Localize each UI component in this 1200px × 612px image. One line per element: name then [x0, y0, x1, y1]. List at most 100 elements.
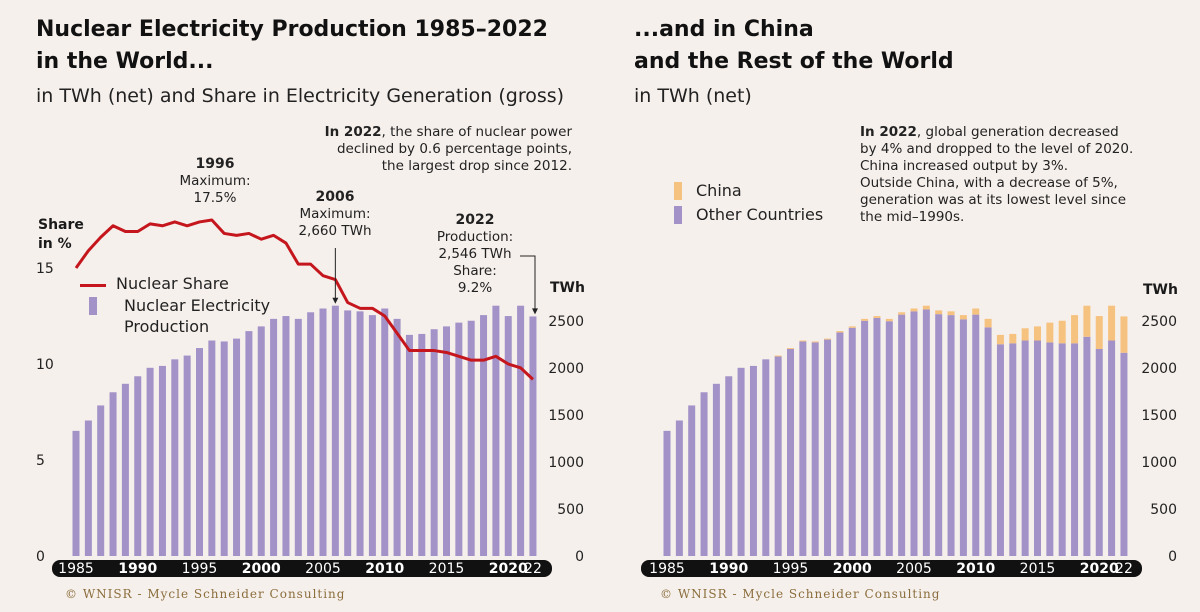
china-bar	[1071, 315, 1079, 344]
other-countries-bar	[984, 327, 992, 556]
right-title-line2: and the Rest of the World	[634, 49, 954, 74]
production-bar	[517, 305, 525, 556]
legend-other-label: Other Countries	[696, 205, 824, 224]
other-countries-bar	[762, 359, 770, 556]
right-subtitle: in TWh (net)	[634, 85, 752, 107]
other-countries-bar	[972, 314, 980, 556]
china-bar	[947, 311, 955, 316]
china-bar	[984, 318, 992, 328]
other-countries-bar	[725, 376, 733, 556]
annotation-1996: 1996 Maximum: 17.5%	[160, 156, 270, 207]
left-x-tick-label: 2000	[242, 561, 281, 577]
china-bar	[959, 315, 967, 320]
legend-share-label: Nuclear Share	[116, 274, 229, 293]
other-countries-bar	[1046, 342, 1054, 556]
china-bar	[910, 308, 918, 312]
china-bar	[824, 338, 832, 340]
right-x-tick-label: 2015	[1020, 561, 1056, 577]
other-countries-bar	[774, 356, 782, 556]
left-note-line2: declined by 0.6 percentage points,	[336, 141, 572, 157]
right-note-line4: Outside China, with a decrease of 5%,	[860, 175, 1118, 191]
production-bar	[307, 312, 315, 556]
right-bars	[663, 305, 1128, 556]
left-title-line1: Nuclear Electricity Production 1985–2022	[36, 17, 548, 42]
right-x-tick-label: 2000	[833, 561, 872, 577]
left-twh-tick-label: 2500	[548, 314, 584, 330]
other-countries-bar	[848, 327, 856, 556]
annotation-2022-year: 2022	[455, 212, 495, 228]
right-twh-tick-label: 1500	[1141, 408, 1177, 424]
production-bar	[233, 338, 241, 556]
legend-china-label: China	[696, 181, 742, 200]
china-bar	[1009, 333, 1017, 344]
other-countries-bar	[861, 320, 869, 556]
production-bar	[109, 392, 117, 556]
left-twh-tick-label: 1500	[548, 408, 584, 424]
other-countries-bar	[1034, 340, 1041, 556]
legend-bar-swatch	[89, 297, 97, 315]
left-x-axis-band	[52, 560, 552, 577]
right-note-line6: the mid–1990s.	[860, 209, 965, 225]
right-note-bold: In 2022	[860, 124, 917, 140]
production-bar	[467, 320, 475, 556]
production-bar	[220, 341, 228, 556]
left-x-tick-label: 22	[524, 561, 542, 577]
production-bar	[146, 367, 154, 556]
left-share-tick-label: 5	[36, 453, 45, 469]
other-countries-bar	[811, 342, 819, 556]
annotation-2022-share-value: 9.2%	[457, 280, 493, 296]
china-bar	[935, 310, 943, 315]
left-twh-axis-label: TWh	[550, 280, 585, 296]
left-x-tick-label: 2010	[365, 561, 404, 577]
left-x-tick-label: 1990	[118, 561, 157, 577]
share-axis-label: Share in %	[38, 216, 84, 254]
china-bar	[1095, 316, 1103, 349]
other-countries-bar	[1083, 336, 1091, 556]
other-countries-bar	[947, 315, 955, 556]
other-countries-bar	[700, 392, 708, 556]
production-bar	[430, 329, 438, 556]
legend-other-swatch	[674, 206, 682, 224]
annotation-2022: 2022 Production: 2,546 TWh Share: 9.2%	[420, 212, 530, 297]
other-countries-bar	[787, 348, 794, 556]
china-bar	[1108, 305, 1116, 341]
left-x-tick-label: 1985	[58, 561, 94, 577]
right-x-tick-label: 2010	[956, 561, 995, 577]
production-bar	[196, 348, 203, 556]
legend-item-china: China	[674, 181, 823, 200]
production-bar	[245, 331, 253, 556]
china-bar	[787, 348, 794, 349]
other-countries-bar	[1095, 348, 1103, 556]
production-bar	[368, 315, 376, 556]
right-twh-tick-label: 0	[1168, 549, 1177, 565]
other-countries-bar	[824, 339, 832, 556]
china-bar	[885, 318, 893, 322]
annotation-2006-label: Maximum:	[299, 206, 371, 222]
production-bar	[84, 420, 92, 556]
china-bar	[848, 326, 856, 328]
left-twh-tick-label: 0	[575, 549, 584, 565]
left-note-line3: the largest drop since 2012.	[381, 158, 572, 174]
annotation-2006: 2006 Maximum: 2,660 TWh	[280, 189, 390, 240]
share-axis-label-2: in %	[38, 236, 72, 252]
other-countries-bar	[712, 383, 720, 556]
legend-production-label-2: Production	[124, 317, 210, 336]
other-countries-bar	[996, 344, 1004, 556]
right-x-tick-label: 22	[1115, 561, 1133, 577]
other-countries-bar	[910, 311, 918, 556]
production-bar	[504, 316, 512, 556]
right-note-line2: by 4% and dropped to the level of 2020.	[860, 141, 1134, 157]
legend-item-share: Nuclear Share	[80, 274, 270, 293]
other-countries-bar	[935, 314, 943, 556]
left-subtitle: in TWh (net) and Share in Electricity Ge…	[36, 85, 565, 107]
annotation-1996-year: 1996	[195, 156, 235, 172]
other-countries-bar	[836, 332, 844, 556]
left-share-line	[74, 218, 534, 381]
production-bar	[405, 334, 413, 556]
china-bar	[972, 308, 980, 315]
production-bar	[171, 359, 179, 556]
left-legend: Nuclear Share Nuclear Electricity Produc…	[80, 274, 270, 337]
left-twh-tick-label: 500	[557, 502, 584, 518]
right-footer: © WNISR - Mycle Schneider Consulting	[660, 587, 941, 601]
other-countries-bar	[1021, 340, 1029, 556]
